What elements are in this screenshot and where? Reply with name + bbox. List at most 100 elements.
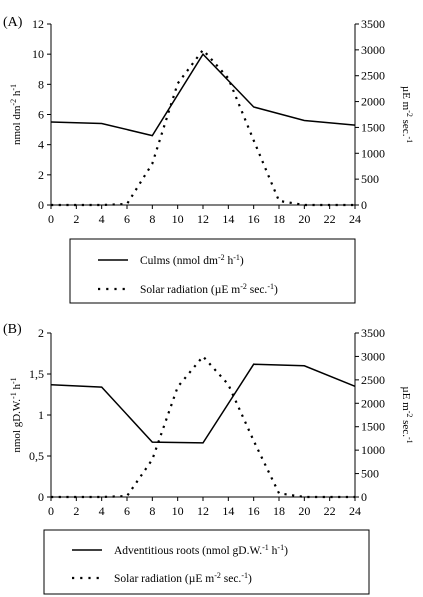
legend-entry-mid: h (269, 545, 278, 557)
legend-entry-s2: -1 (277, 543, 284, 552)
legend-entry-post: ) (240, 255, 244, 267)
y-right-tick-label: 2500 (361, 373, 385, 387)
legend-entry-mid: sec. (221, 573, 242, 585)
legend-entry-s1: -1 (262, 543, 269, 552)
y-left-tick-label: 0,5 (29, 449, 44, 463)
legend-entry-pre: Adventitious roots (nmol gD.W. (114, 545, 262, 557)
series-line-primary (50, 363, 356, 444)
y-left-tick-label: 0 (38, 490, 44, 504)
legend-entry-s1: -2 (240, 282, 247, 291)
y-left-tick-label: 10 (32, 47, 44, 61)
legend-entry-mid: h (225, 255, 234, 267)
legend-entry-s1: -2 (218, 253, 225, 262)
y-right-axis-label-sup2: -1 (405, 437, 414, 444)
y-left-axis-label-base: nmol dm (11, 105, 23, 145)
y-right-tick-label: 2000 (361, 95, 385, 109)
y-left-tick-label: 6 (38, 108, 44, 122)
x-tick-label: 14 (222, 504, 234, 518)
y-right-tick-label: 2000 (361, 396, 385, 410)
legend-entry-s2: -1 (233, 253, 240, 262)
y-left-axis-label-mid: h (11, 90, 23, 99)
y-right-axis-label-sup1: -2 (405, 110, 414, 117)
legend-entry-pre: Culms (nmol dm (140, 255, 218, 267)
y-right-tick-label: 3000 (361, 43, 385, 57)
x-tick-label: 10 (172, 212, 184, 226)
y-right-axis-label-mid: sec. (400, 417, 412, 437)
y-right-axis-label-sup1: -2 (405, 411, 414, 418)
x-tick-label: 18 (273, 504, 285, 518)
x-tick-label: 6 (124, 504, 130, 518)
y-right-axis-label-base: µE m (400, 386, 412, 411)
y-left-axis-label-sup1: -1 (9, 392, 18, 399)
legend-entry-s1: -2 (214, 571, 221, 580)
y-left-axis-label-sup1: -2 (9, 99, 18, 106)
y-right-tick-label: 500 (361, 172, 379, 186)
legend: Culms (nmol dm-2 h-1)Solar radiation (µE… (69, 238, 356, 304)
y-left-tick-label: 0 (38, 198, 44, 212)
x-tick-label: 10 (172, 504, 184, 518)
x-tick-label: 8 (149, 504, 155, 518)
legend-entry-s2: -1 (241, 571, 248, 580)
y-right-tick-label: 0 (361, 490, 367, 504)
y-left-axis-label-sup2: -1 (9, 84, 18, 91)
y-left-axis-label: nmol gD.W.-1 h-1 (9, 377, 23, 452)
x-tick-label: 0 (48, 504, 54, 518)
series-line-solar-radiation (51, 354, 355, 499)
y-right-tick-label: 1000 (361, 443, 385, 457)
x-tick-label: 22 (324, 504, 336, 518)
x-tick-label: 0 (48, 212, 54, 226)
y-left-axis-label: nmol dm-2 h-1 (9, 84, 23, 145)
y-right-tick-label: 500 (361, 467, 379, 481)
y-left-tick-label: 2 (38, 168, 44, 182)
y-left-tick-label: 8 (38, 77, 44, 91)
chart-panel-b: (B)0 2 4 6 8 10 12 14 16 18 20 22 2400,511,520500100… (3, 322, 414, 595)
x-tick-label: 2 (73, 504, 79, 518)
legend-entry-post: ) (284, 545, 288, 557)
y-right-axis-label: µE m-2 sec.-1 (400, 386, 414, 443)
y-left-tick-label: 1 (38, 408, 44, 422)
x-tick-label: 4 (99, 504, 105, 518)
y-right-tick-label: 1500 (361, 120, 385, 134)
panel-label: (A) (3, 15, 23, 30)
x-tick-label: 4 (99, 212, 105, 226)
x-tick-label: 20 (298, 504, 310, 518)
x-tick-label: 12 (197, 212, 209, 226)
y-right-axis-label-mid: sec. (400, 117, 412, 137)
legend-entry: Adventitious roots (nmol gD.W.-1 h-1) (114, 543, 288, 557)
x-tick-label: 16 (248, 212, 260, 226)
x-tick-label: 24 (349, 504, 361, 518)
legend-entry: Solar radiation (µE m-2 sec.-1) (140, 282, 278, 296)
x-tick-label: 6 (124, 212, 130, 226)
x-tick-label: 18 (273, 212, 285, 226)
legend: Adventitious roots (nmol gD.W.-1 h-1)Sol… (43, 529, 370, 595)
x-tick-label: 20 (298, 212, 310, 226)
y-right-axis-label-sup2: -1 (405, 136, 414, 143)
y-right-tick-label: 3500 (361, 17, 385, 31)
y-left-axis-label-sup2: -1 (9, 377, 18, 384)
legend-entry: Culms (nmol dm-2 h-1) (140, 253, 244, 267)
legend-entry-post: ) (274, 284, 278, 296)
x-tick-label: 8 (149, 212, 155, 226)
y-right-tick-label: 2500 (361, 69, 385, 83)
legend-entry-pre: Solar radiation (µE m (140, 284, 240, 296)
chart-panel-a: (A)0 2 4 6 8 10 12 14 16 18 20 22 240246810120500100… (3, 15, 414, 304)
x-tick-label: 12 (197, 504, 209, 518)
y-right-tick-label: 1000 (361, 146, 385, 160)
y-right-tick-label: 0 (361, 198, 367, 212)
y-left-tick-label: 2 (38, 326, 44, 340)
x-tick-label: 2 (73, 212, 79, 226)
x-tick-label: 14 (222, 212, 234, 226)
legend-box (43, 529, 370, 595)
y-left-axis-label-base: nmol gD.W. (11, 399, 23, 453)
y-right-tick-label: 1500 (361, 420, 385, 434)
x-tick-label: 24 (349, 212, 361, 226)
legend-box (69, 238, 356, 304)
y-right-tick-label: 3000 (361, 349, 385, 363)
legend-entry-pre: Solar radiation (µE m (114, 573, 214, 585)
y-right-axis-label-base: µE m (400, 86, 412, 111)
y-left-tick-label: 12 (32, 17, 44, 31)
legend-entry: Solar radiation (µE m-2 sec.-1) (114, 571, 252, 585)
y-left-tick-label: 4 (38, 138, 44, 152)
panel-label: (B) (3, 322, 22, 337)
legend-entry-mid: sec. (247, 284, 268, 296)
